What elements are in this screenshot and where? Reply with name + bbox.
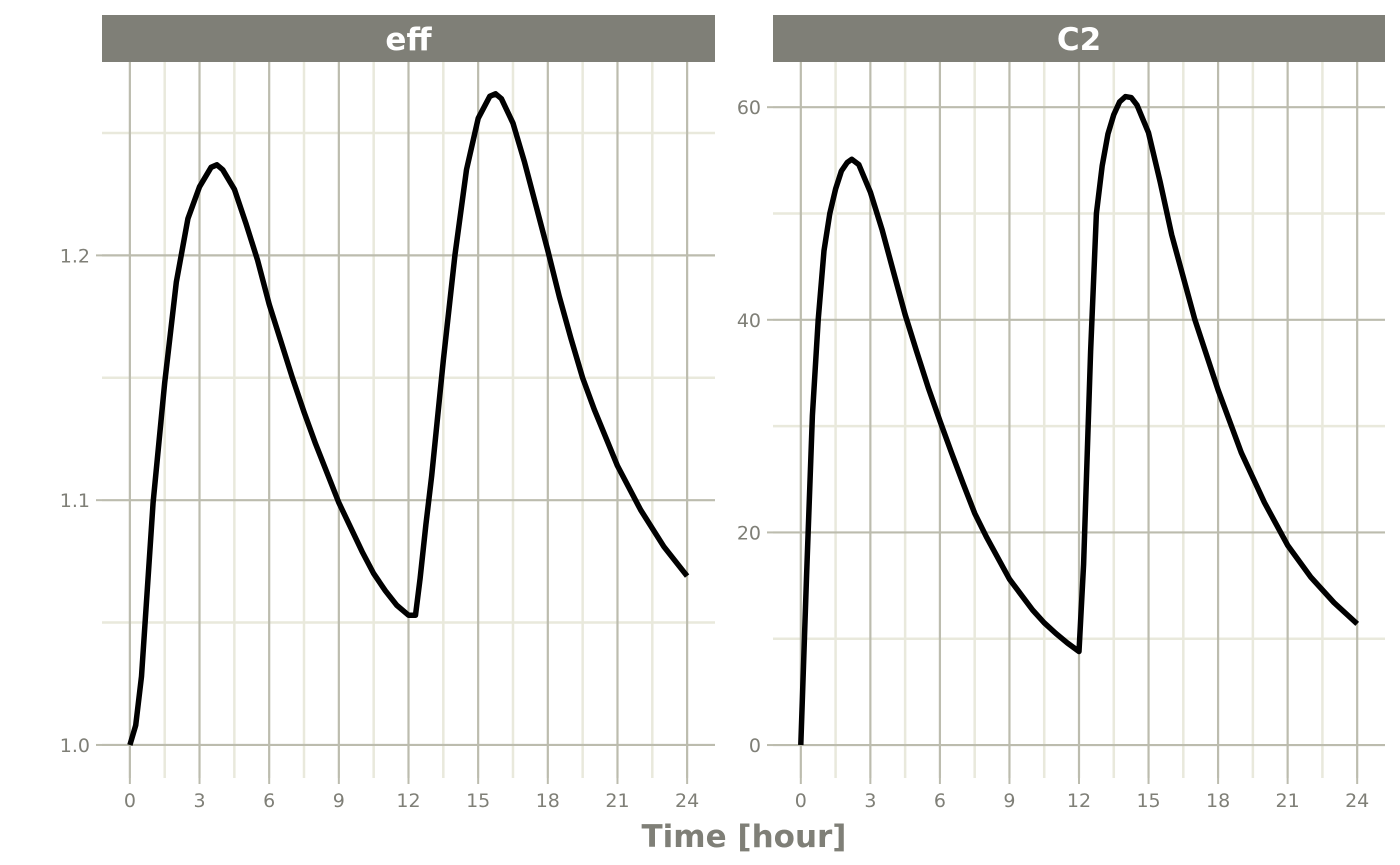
y-tick-label: 60 <box>737 97 761 119</box>
series-line-eff <box>127 91 690 746</box>
x-tick-label: 21 <box>1276 790 1300 812</box>
x-tick-label: 3 <box>864 790 876 812</box>
x-axis-title: Time [hour] <box>642 819 847 855</box>
y-tick-label: 1.1 <box>60 490 90 512</box>
panel-C2: C2 0 3 6 9 12 15 18 21 24 0 20 40 60 <box>737 15 1385 812</box>
x-tick-label: 12 <box>1067 790 1091 812</box>
y-tick-label: 1.2 <box>60 245 90 267</box>
x-tick-label: 21 <box>605 790 629 812</box>
series-line-C2 <box>798 93 1360 746</box>
facet-strip <box>773 15 1385 62</box>
x-tick-label: 24 <box>675 790 699 812</box>
x-tick-label: 6 <box>263 790 275 812</box>
x-tick-label: 18 <box>536 790 560 812</box>
x-tick-label: 6 <box>934 790 946 812</box>
x-tick-label: 15 <box>1136 790 1160 812</box>
x-tick-label: 9 <box>333 790 345 812</box>
facet-label: eff <box>385 22 432 58</box>
facet-strip <box>102 15 715 62</box>
x-tick-label: 9 <box>1003 790 1015 812</box>
y-tick-label: 20 <box>737 522 761 544</box>
y-tick-label: 0 <box>749 735 761 757</box>
x-tick-label: 0 <box>795 790 807 812</box>
facet-label: C2 <box>1057 22 1101 58</box>
y-tick-label: 1.0 <box>60 735 90 757</box>
y-tick-label: 40 <box>737 310 761 332</box>
x-tick-label: 12 <box>396 790 420 812</box>
x-tick-label: 0 <box>124 790 136 812</box>
x-tick-label: 18 <box>1206 790 1230 812</box>
panel-eff: eff 0 3 6 9 12 15 18 21 24 1.0 1.1 1.2 <box>60 15 715 812</box>
x-tick-label: 24 <box>1345 790 1369 812</box>
x-tick-label: 3 <box>193 790 205 812</box>
x-tick-label: 15 <box>466 790 490 812</box>
